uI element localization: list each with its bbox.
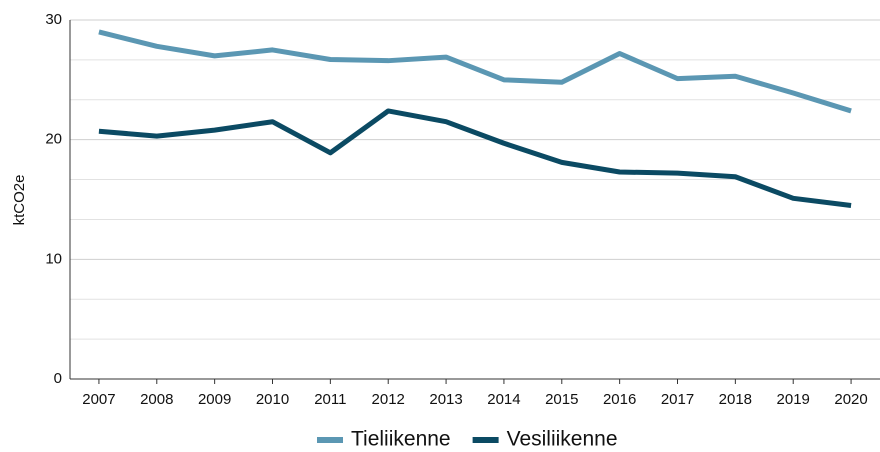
- x-tick-label: 2018: [719, 391, 752, 408]
- x-tick-label: 2013: [429, 391, 462, 408]
- y-tick-label: 0: [54, 370, 62, 387]
- x-tick-label: 2009: [198, 391, 231, 408]
- y-tick-label: 20: [45, 131, 62, 148]
- line-series: [98, 108, 852, 208]
- y-tick-label: 10: [45, 250, 62, 267]
- y-tick-label: 30: [45, 11, 62, 28]
- x-tick-label: 2017: [661, 391, 694, 408]
- legend-label: Vesiliikenne: [507, 428, 618, 451]
- legend-label: Tieliikenne: [351, 428, 451, 451]
- x-tick-label: 2007: [82, 391, 115, 408]
- x-tick-label: 2016: [603, 391, 636, 408]
- x-tick-label: 2020: [834, 391, 867, 408]
- x-tick-label: 2015: [545, 391, 578, 408]
- x-tick-label: 2010: [256, 391, 289, 408]
- x-tick-label: 2014: [487, 391, 520, 408]
- line-series: [98, 29, 852, 114]
- y-axis-label: ktCO2e: [11, 175, 28, 226]
- x-tick-label: 2011: [314, 391, 346, 408]
- x-tick-label: 2019: [777, 391, 810, 408]
- x-tick-label: 2012: [372, 391, 405, 408]
- x-tick-label: 2008: [140, 391, 173, 408]
